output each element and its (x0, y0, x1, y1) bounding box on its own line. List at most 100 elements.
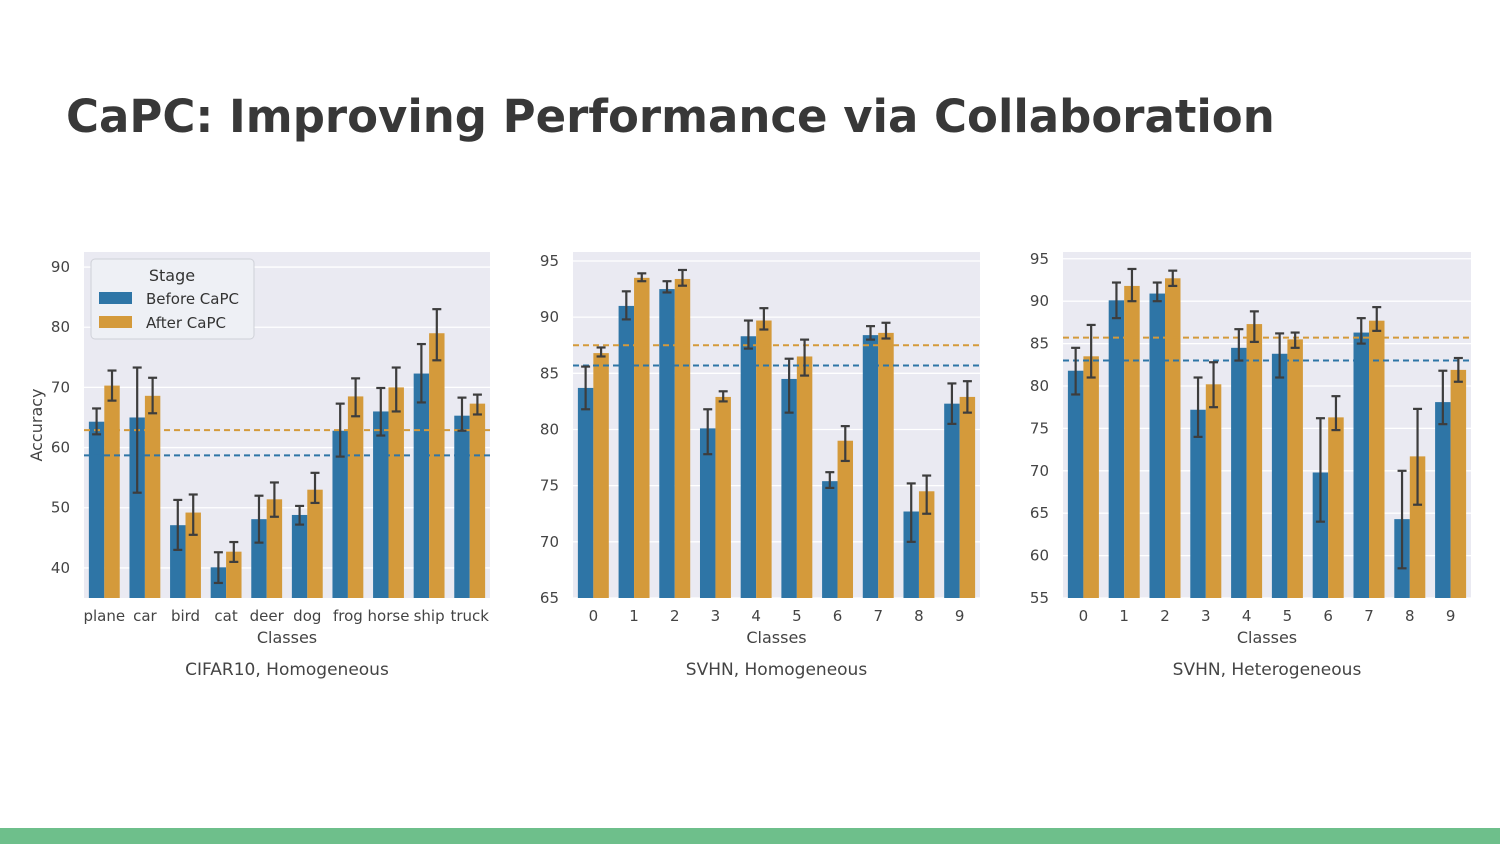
x-axis-label: Classes (1237, 628, 1297, 647)
chart-svhn-heterogeneous: 55 60 65 70 75 80 85 90 95 0 1 2 3 4 5 6 7 8 9 Classes SVHN,… (1030, 250, 1471, 680)
bar-before-0 (1067, 370, 1084, 598)
bar-after-6 (1328, 417, 1344, 598)
x-tick-label-9: 9 (955, 607, 965, 625)
bar-after-0 (593, 353, 609, 598)
y-tick-label: 60 (1030, 547, 1049, 565)
legend-swatch-after (99, 316, 132, 328)
y-tick-label: 85 (540, 364, 559, 382)
x-tick-label-4: 4 (751, 607, 761, 625)
x-tick-label-ship: ship (414, 607, 445, 625)
y-tick-label: 95 (1030, 250, 1049, 268)
y-tick-label: 80 (51, 318, 70, 336)
x-tick-label-7: 7 (873, 607, 883, 625)
bar-before-5 (781, 378, 797, 598)
bar-after-9 (959, 396, 976, 598)
bar-before-8 (903, 511, 919, 598)
bar-before-plane (88, 421, 105, 598)
bar-before-deer (251, 519, 267, 598)
bar-after-4 (756, 320, 772, 598)
bar-after-4 (1246, 324, 1263, 598)
bar-after-1 (634, 277, 650, 598)
bar-after-ship (429, 333, 445, 598)
bar-after-2 (674, 278, 691, 598)
x-axis-label: Classes (746, 628, 806, 647)
y-tick-label: 80 (1030, 377, 1049, 395)
bar-after-3 (1205, 384, 1222, 598)
x-tick-label-cat: cat (214, 607, 237, 625)
bar-before-1 (618, 305, 635, 598)
bar-before-7 (1353, 332, 1369, 598)
bar-after-5 (796, 356, 813, 598)
y-tick-label: 90 (540, 308, 559, 326)
bar-after-cat (226, 551, 242, 598)
x-tick-label-1: 1 (629, 607, 639, 625)
x-tick-label-9: 9 (1446, 607, 1456, 625)
legend-label-after: After CaPC (146, 314, 226, 332)
bar-before-4 (1231, 347, 1247, 598)
legend: Stage Before CaPC After CaPC (90, 258, 255, 340)
bar-after-0 (1083, 356, 1099, 598)
bar-after-car (144, 395, 161, 598)
x-axis-label: Classes (257, 628, 317, 647)
y-tick-label: 85 (1030, 335, 1049, 353)
x-tick-label-2: 2 (1160, 607, 1170, 625)
y-tick-label: 50 (51, 499, 70, 517)
x-tick-label-5: 5 (792, 607, 802, 625)
x-tick-label-5: 5 (1283, 607, 1293, 625)
x-tick-label-bird: bird (171, 607, 200, 625)
x-tick-label-6: 6 (833, 607, 843, 625)
bar-before-horse (373, 411, 389, 598)
chart-caption: CIFAR10, Homogeneous (185, 660, 389, 680)
x-tick-label-3: 3 (1201, 607, 1211, 625)
x-tick-label-frog: frog (333, 607, 363, 625)
bar-after-1 (1124, 285, 1140, 598)
slide-title: CaPC: Improving Performance via Collabor… (66, 90, 1275, 143)
x-tick-label-truck: truck (450, 607, 489, 625)
bar-before-2 (1149, 293, 1165, 598)
bar-after-7 (878, 332, 894, 598)
y-tick-label: 65 (1030, 504, 1049, 522)
bar-before-4 (740, 336, 757, 598)
bar-before-3 (1190, 409, 1206, 598)
x-tick-label-0: 0 (589, 607, 599, 625)
bar-before-1 (1108, 300, 1125, 598)
chart-cifar10-homogeneous: 40 50 60 70 80 90 plane car bird cat deer dog frog ho… (27, 252, 490, 680)
x-tick-label-horse: horse (368, 607, 410, 625)
y-tick-label: 75 (1030, 419, 1049, 437)
bar-after-horse (388, 387, 404, 598)
bar-after-7 (1369, 320, 1385, 598)
bar-before-7 (862, 335, 879, 598)
bar-after-8 (918, 491, 935, 598)
x-tick-label-7: 7 (1364, 607, 1374, 625)
bar-after-frog (347, 396, 364, 598)
bar-after-dog (307, 489, 323, 598)
x-tick-label-8: 8 (914, 607, 924, 625)
x-tick-label-8: 8 (1405, 607, 1415, 625)
bar-after-6 (837, 440, 854, 598)
chart-caption: SVHN, Homogeneous (686, 660, 868, 680)
bar-after-deer (266, 499, 283, 598)
y-tick-label: 40 (51, 559, 70, 577)
y-tick-label: 55 (1030, 589, 1049, 607)
chart-svhn-homogeneous: 65 70 75 80 85 90 95 0 1 2 3 4 5 6 7 8 9 Classes SVHN, Hom… (540, 252, 980, 680)
x-tick-label-1: 1 (1119, 607, 1129, 625)
bar-before-car (129, 417, 145, 598)
legend-title: Stage (149, 266, 195, 285)
x-tick-label-4: 4 (1242, 607, 1252, 625)
x-tick-label-3: 3 (711, 607, 721, 625)
bar-before-frog (332, 430, 348, 598)
x-tick-label-2: 2 (670, 607, 680, 625)
footer-bar (0, 828, 1500, 844)
bar-before-3 (699, 428, 716, 598)
x-tick-label-dog: dog (293, 607, 321, 625)
bar-after-plane (104, 385, 120, 598)
legend-swatch-before (99, 292, 132, 304)
bar-before-dog (291, 514, 308, 598)
x-tick-label-deer: deer (250, 607, 285, 625)
y-tick-label: 75 (540, 477, 559, 495)
y-tick-label: 80 (540, 420, 559, 438)
bar-before-bird (170, 525, 186, 598)
y-tick-label: 95 (540, 252, 559, 270)
legend-label-before: Before CaPC (146, 290, 239, 308)
x-tick-label-plane: plane (83, 607, 125, 625)
